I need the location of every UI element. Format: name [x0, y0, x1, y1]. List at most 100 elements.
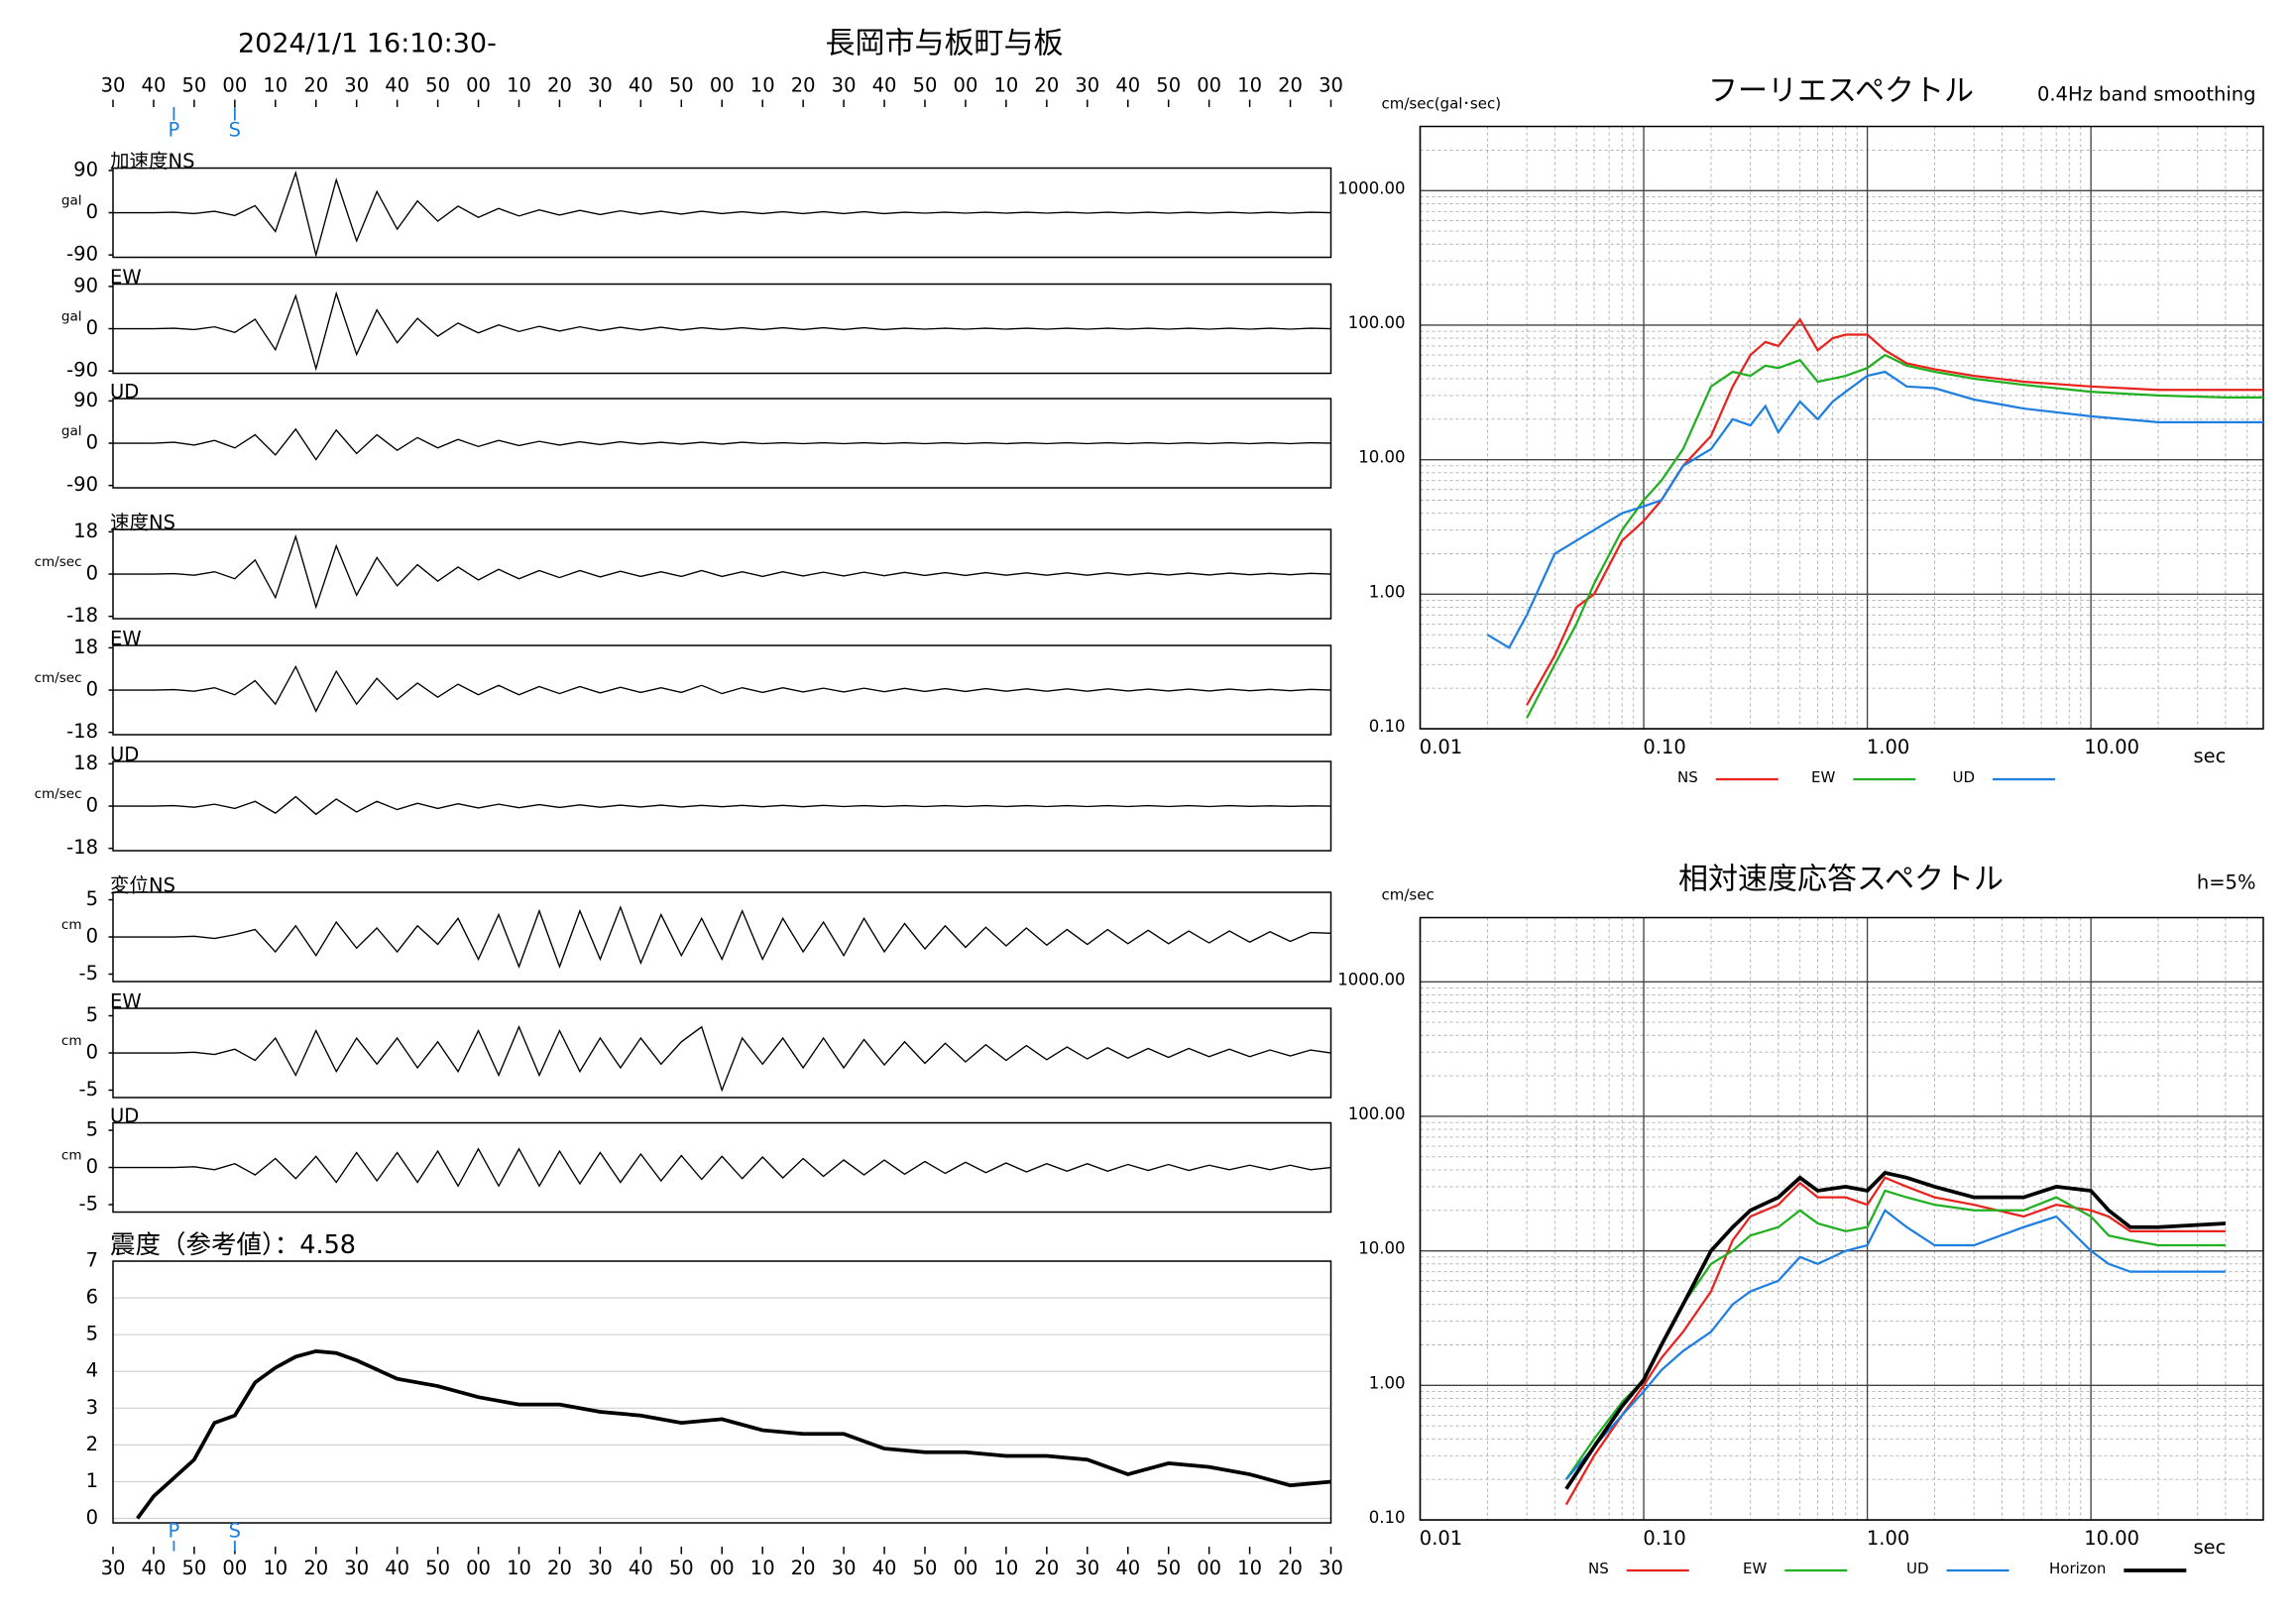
time-tick-label: 50: [669, 74, 694, 97]
y-tick-label: -90: [66, 359, 98, 382]
time-tick-label: 40: [629, 1557, 653, 1579]
time-tick-label: 50: [1156, 1557, 1181, 1579]
intensity-line: [136, 1348, 1331, 1520]
unit-label: cm/sec: [35, 670, 82, 686]
unit-label: cm: [61, 917, 82, 933]
spectrum-line: [1564, 1170, 2227, 1490]
unit-label: gal: [61, 423, 82, 439]
spectrum-frame: [1419, 125, 2264, 730]
y-tick-label: 90: [73, 158, 98, 180]
spectrum-line: [1564, 1209, 2226, 1480]
time-tick-label: 10: [1237, 1557, 1262, 1579]
y-tick-label: 1: [86, 1469, 98, 1492]
y-tick-label: 1000.00: [1337, 178, 1405, 197]
y-tick-label: 4: [86, 1359, 98, 1382]
time-tick-label: 00: [222, 1557, 247, 1579]
waveform: [113, 533, 1331, 610]
x-tick-label: 0.10: [1643, 736, 1685, 758]
time-tick-label: 00: [1197, 1557, 1221, 1579]
spectrum-line: [1564, 1176, 2226, 1506]
spectrum-subtitle: h=5%: [2197, 871, 2256, 894]
legend-label: EW: [1743, 1560, 1767, 1577]
time-tick-label: 00: [466, 1557, 491, 1579]
y-tick-label: 10.00: [1358, 448, 1405, 467]
y-tick-label: 0: [86, 316, 98, 339]
time-tick-label: 10: [507, 1557, 531, 1579]
station: 長岡市与板町与板: [826, 27, 1064, 61]
y-tick-label: 100.00: [1348, 313, 1406, 332]
x-tick-label: 0.01: [1420, 1527, 1462, 1550]
time-tick-label: 30: [1075, 74, 1099, 97]
time-tick-label: 20: [1034, 74, 1059, 97]
time-tick-label: 30: [1075, 1557, 1099, 1579]
y-tick-label: -90: [66, 243, 98, 266]
panel-frame: [112, 644, 1332, 736]
x-tick-label: 1.00: [1867, 1527, 1909, 1550]
spectrum-subtitle: 0.4Hz band smoothing: [2037, 83, 2256, 106]
time-tick-label: 40: [629, 74, 653, 97]
unit-label: gal: [61, 309, 82, 325]
time-tick-label: 10: [1237, 74, 1262, 97]
panel-frame: [112, 1121, 1332, 1214]
y-tick-label: -5: [79, 1193, 98, 1216]
y-tick-label: -5: [79, 1078, 98, 1101]
panel-frame: [112, 528, 1332, 620]
spectrum-line: [1526, 317, 2263, 706]
y-tick-label: -18: [66, 604, 98, 627]
time-tick-label: 00: [954, 74, 978, 97]
time-tick-label: 40: [872, 74, 897, 97]
y-tick-label: 1.00: [1369, 1373, 1406, 1392]
panel-name: 変位NS: [110, 874, 175, 897]
time-tick-label: 00: [710, 1557, 735, 1579]
waveform: [113, 905, 1331, 969]
x-tick-label: 10.00: [2084, 736, 2139, 758]
panel-name: EW: [110, 990, 142, 1013]
time-tick-label: 30: [344, 1557, 369, 1579]
datetime: 2024/1/1 16:10:30-: [238, 29, 497, 59]
y-tick-label: 0.10: [1369, 1508, 1406, 1527]
y-tick-label: 2: [86, 1433, 98, 1455]
y-tick-label: 0: [86, 1041, 98, 1064]
intensity-frame: [112, 1260, 1332, 1524]
unit-label: cm: [61, 1033, 82, 1049]
y-tick-label: 0.10: [1369, 717, 1406, 736]
time-tick-label: 50: [425, 74, 450, 97]
time-tick-label: 00: [222, 74, 247, 97]
y-tick-label: 0: [86, 1506, 98, 1529]
unit-label: cm/sec: [35, 554, 82, 570]
time-tick-label: 30: [832, 74, 857, 97]
y-tick-label: 0: [86, 200, 98, 223]
y-tick-label: 5: [86, 1323, 98, 1345]
legend-label: Horizon: [2049, 1560, 2106, 1577]
time-tick-label: 10: [263, 74, 287, 97]
time-tick-label: 50: [913, 74, 938, 97]
time-tick-label: 20: [303, 74, 328, 97]
time-tick-label: 50: [181, 1557, 206, 1579]
time-tick-label: 30: [588, 74, 613, 97]
y-tick-label: -5: [79, 962, 98, 985]
phase-label: S: [229, 119, 241, 142]
legend-label: NS: [1588, 1560, 1609, 1577]
time-tick-label: 20: [547, 74, 572, 97]
y-tick-label: 0: [86, 794, 98, 817]
y-axis-label: cm/sec(gal･sec): [1382, 95, 1502, 113]
time-tick-label: 10: [507, 74, 531, 97]
x-tick-label: 0.10: [1643, 1527, 1685, 1550]
y-tick-label: -18: [66, 836, 98, 859]
x-tick-label: 1.00: [1867, 736, 1909, 758]
time-tick-label: 50: [669, 1557, 694, 1579]
unit-label: gal: [61, 193, 82, 209]
time-tick-label: 20: [791, 74, 816, 97]
y-tick-label: 18: [73, 636, 98, 658]
legend-label: UD: [1953, 768, 1976, 786]
time-tick-label: 40: [872, 1557, 897, 1579]
time-tick-label: 40: [142, 1557, 167, 1579]
time-tick-label: 30: [832, 1557, 857, 1579]
spectrum-line: [1486, 370, 2263, 649]
time-tick-label: 50: [425, 1557, 450, 1579]
time-tick-label: 10: [750, 74, 775, 97]
y-tick-label: 3: [86, 1396, 98, 1419]
time-tick-label: 10: [993, 1557, 1018, 1579]
waveform: [113, 795, 1331, 816]
time-tick-label: 00: [466, 74, 491, 97]
